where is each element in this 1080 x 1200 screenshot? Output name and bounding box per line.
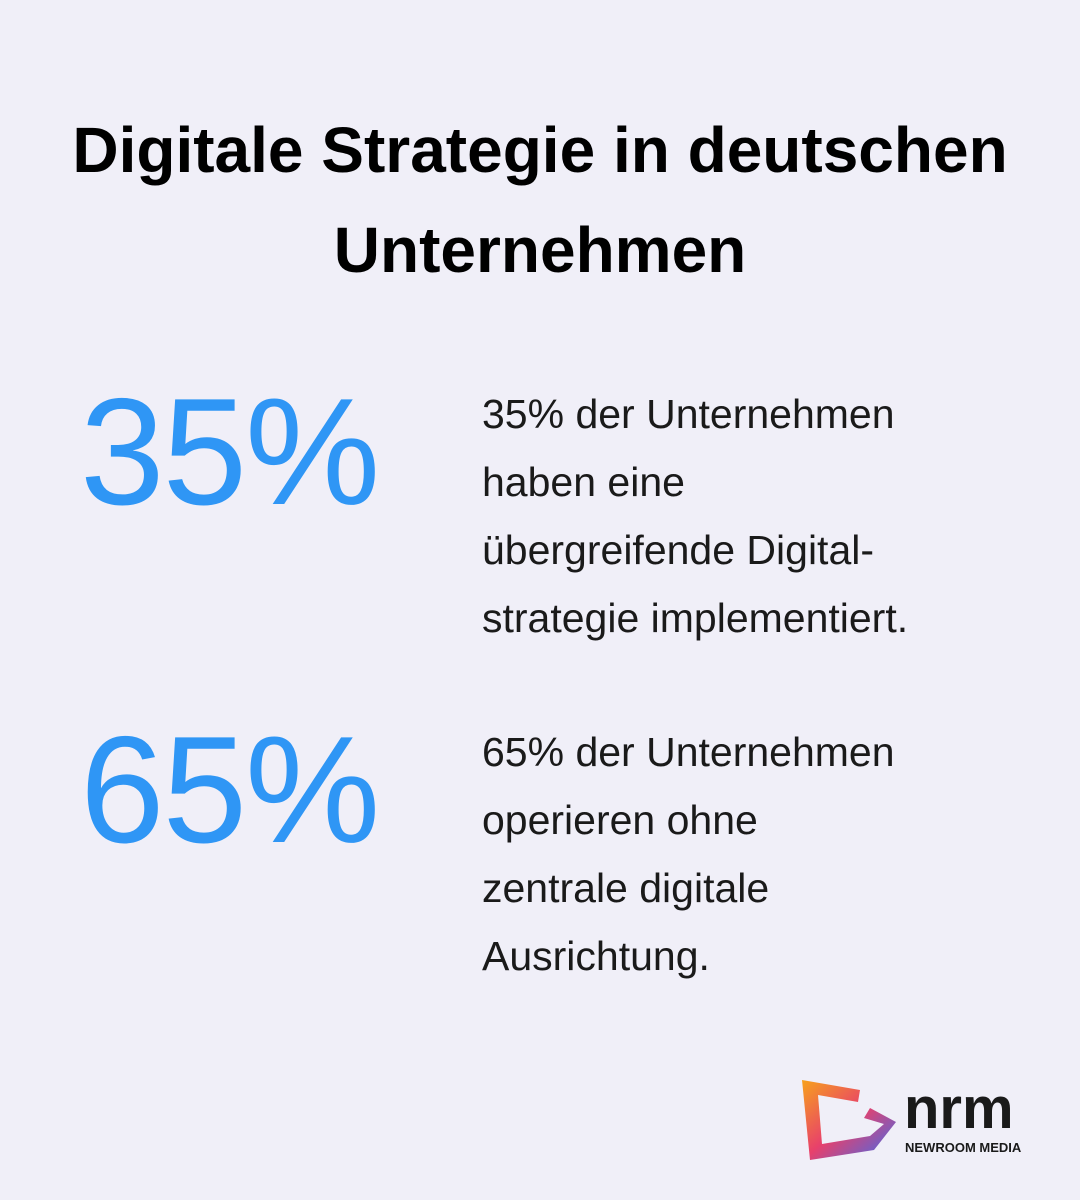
description-line: übergreifende Digital- — [482, 527, 875, 573]
logo-mark — [802, 1080, 896, 1160]
description-line: strategie implementiert. — [482, 595, 909, 641]
description-line: haben eine — [482, 459, 685, 505]
stat-number: 65% — [80, 705, 380, 875]
description-line: zentrale digitale — [482, 865, 770, 911]
stat-description: 35% der Unternehmen haben eine übergreifen… — [482, 380, 908, 652]
logo-name: nrm — [904, 1078, 1014, 1141]
title: Digitale Strategie in deutschen Unterneh… — [72, 114, 1008, 286]
description-line: operieren ohne — [482, 797, 758, 843]
stat-number: 35% — [80, 367, 380, 537]
description-line: Ausrichtung. — [482, 933, 710, 979]
logo-subtitle: NEWROOM MEDIA — [905, 1140, 1022, 1155]
logo: nrm NEWROOM MEDIA — [802, 1078, 1022, 1160]
description-line: 35% der Unternehmen — [482, 391, 895, 437]
stat-description: 65% der Unternehmen operieren ohne zentral… — [482, 718, 895, 990]
description-line: 65% der Unternehmen — [482, 729, 895, 775]
